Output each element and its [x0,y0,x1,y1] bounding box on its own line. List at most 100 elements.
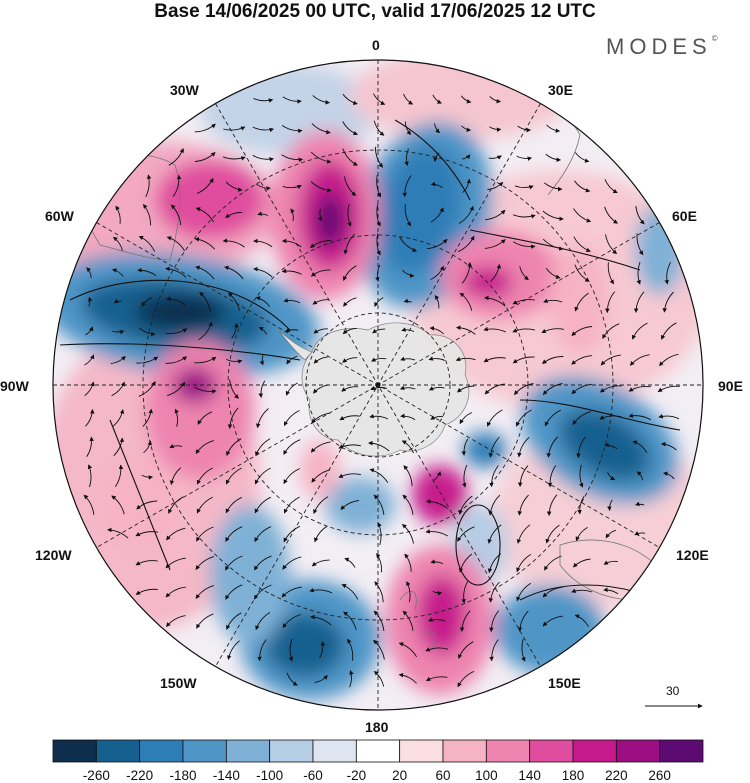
wind-vector [402,175,412,198]
wind-vector [461,261,473,284]
wind-vector [258,326,268,335]
wind-vector [195,207,214,223]
wind-vector [225,496,242,514]
wind-vector [376,175,382,198]
colorbar-swatch [95,739,141,763]
wind-vector [455,325,476,335]
wind-vector [290,208,295,222]
wind-vectors [83,93,680,688]
wind-vector [223,126,246,131]
wind-vector [193,386,217,394]
wind-vector [282,614,302,629]
wind-vector [603,560,618,565]
wind-vector [573,236,591,253]
wind-vector [604,206,619,224]
wind-vector [458,495,473,515]
wind-vector [283,298,301,304]
wind-vector [283,439,301,455]
wind-vector [406,581,411,603]
wind-vector [194,123,216,133]
wind-vector [664,261,671,285]
wind-vector [112,236,123,251]
wind-vector [546,436,558,458]
label-lon-60e: 60E [672,208,697,224]
brand-mark: © [711,34,718,43]
wind-vector [545,524,560,544]
wind-vector [313,328,328,334]
wind-vector [142,408,154,427]
wind-vector [312,299,329,305]
wind-vector [257,639,267,662]
pole-marker [375,382,381,388]
wind-vector [311,123,331,135]
wind-vector [632,440,648,453]
wind-vector [169,467,181,486]
wind-vector [111,268,124,277]
wind-vector [636,233,644,256]
wind-vector [512,328,536,333]
wind-vector [222,156,246,161]
wind-vector [574,180,591,193]
wind-vector [374,297,384,307]
colorbar-tick-label: -60 [303,768,323,783]
wind-vector [430,415,444,420]
wind-vector [138,380,156,397]
label-lon-90w: 90W [0,378,29,394]
wind-vector [602,323,620,339]
wind-vector [172,174,182,197]
colorbar-swatch [182,739,227,763]
wind-vector [222,238,245,248]
wind-vector [516,554,532,573]
wind-vector [347,638,354,661]
wind-vector [111,381,125,397]
wind-vector [542,356,564,364]
wind-vector [310,240,332,248]
wind-vector [283,410,300,427]
wind-vector [461,125,472,133]
wind-vector [576,436,586,459]
wind-vector [231,322,239,339]
wind-vector [373,671,385,687]
wind-vector [376,203,381,227]
wind-vector [635,501,645,506]
label-lon-30w: 30W [170,82,199,98]
wind-vector [319,641,326,659]
wind-vector [403,298,412,303]
wind-vector [84,354,95,366]
wind-vector [313,496,329,515]
wind-vector [136,500,158,510]
wind-vector [404,204,412,227]
wind-vector [487,553,502,574]
wind-vector [113,437,125,457]
wind-vector [545,267,561,279]
wind-vector [86,267,92,279]
wind-vector [571,355,593,365]
wind-vector [286,355,298,365]
colorbar-swatch [399,739,444,763]
wind-vector [373,494,385,515]
wind-vector [310,269,331,277]
wind-vector [254,584,272,600]
wind-vector [403,465,413,487]
wind-vector [141,474,154,480]
wind-vector [461,580,469,604]
wind-vector [137,267,157,277]
wind-vector [659,353,679,367]
wind-vector [281,125,303,134]
wind-vector [662,471,675,480]
wind-vector [434,294,440,309]
wind-vector [458,553,473,573]
colorbar-swatch [139,739,184,763]
colorbar-tick-label: 100 [475,768,498,783]
wind-vector [112,409,125,427]
wind-vector [317,209,323,222]
colorbar-swatch [442,739,487,763]
colorbar-tick-label: -140 [212,768,240,783]
wind-vector [546,124,561,133]
wind-vector [402,494,414,515]
wind-vector [517,610,529,632]
wind-vector [310,614,332,626]
wind-vector [375,264,381,282]
wind-vector [600,354,621,366]
wind-vector [282,96,302,104]
